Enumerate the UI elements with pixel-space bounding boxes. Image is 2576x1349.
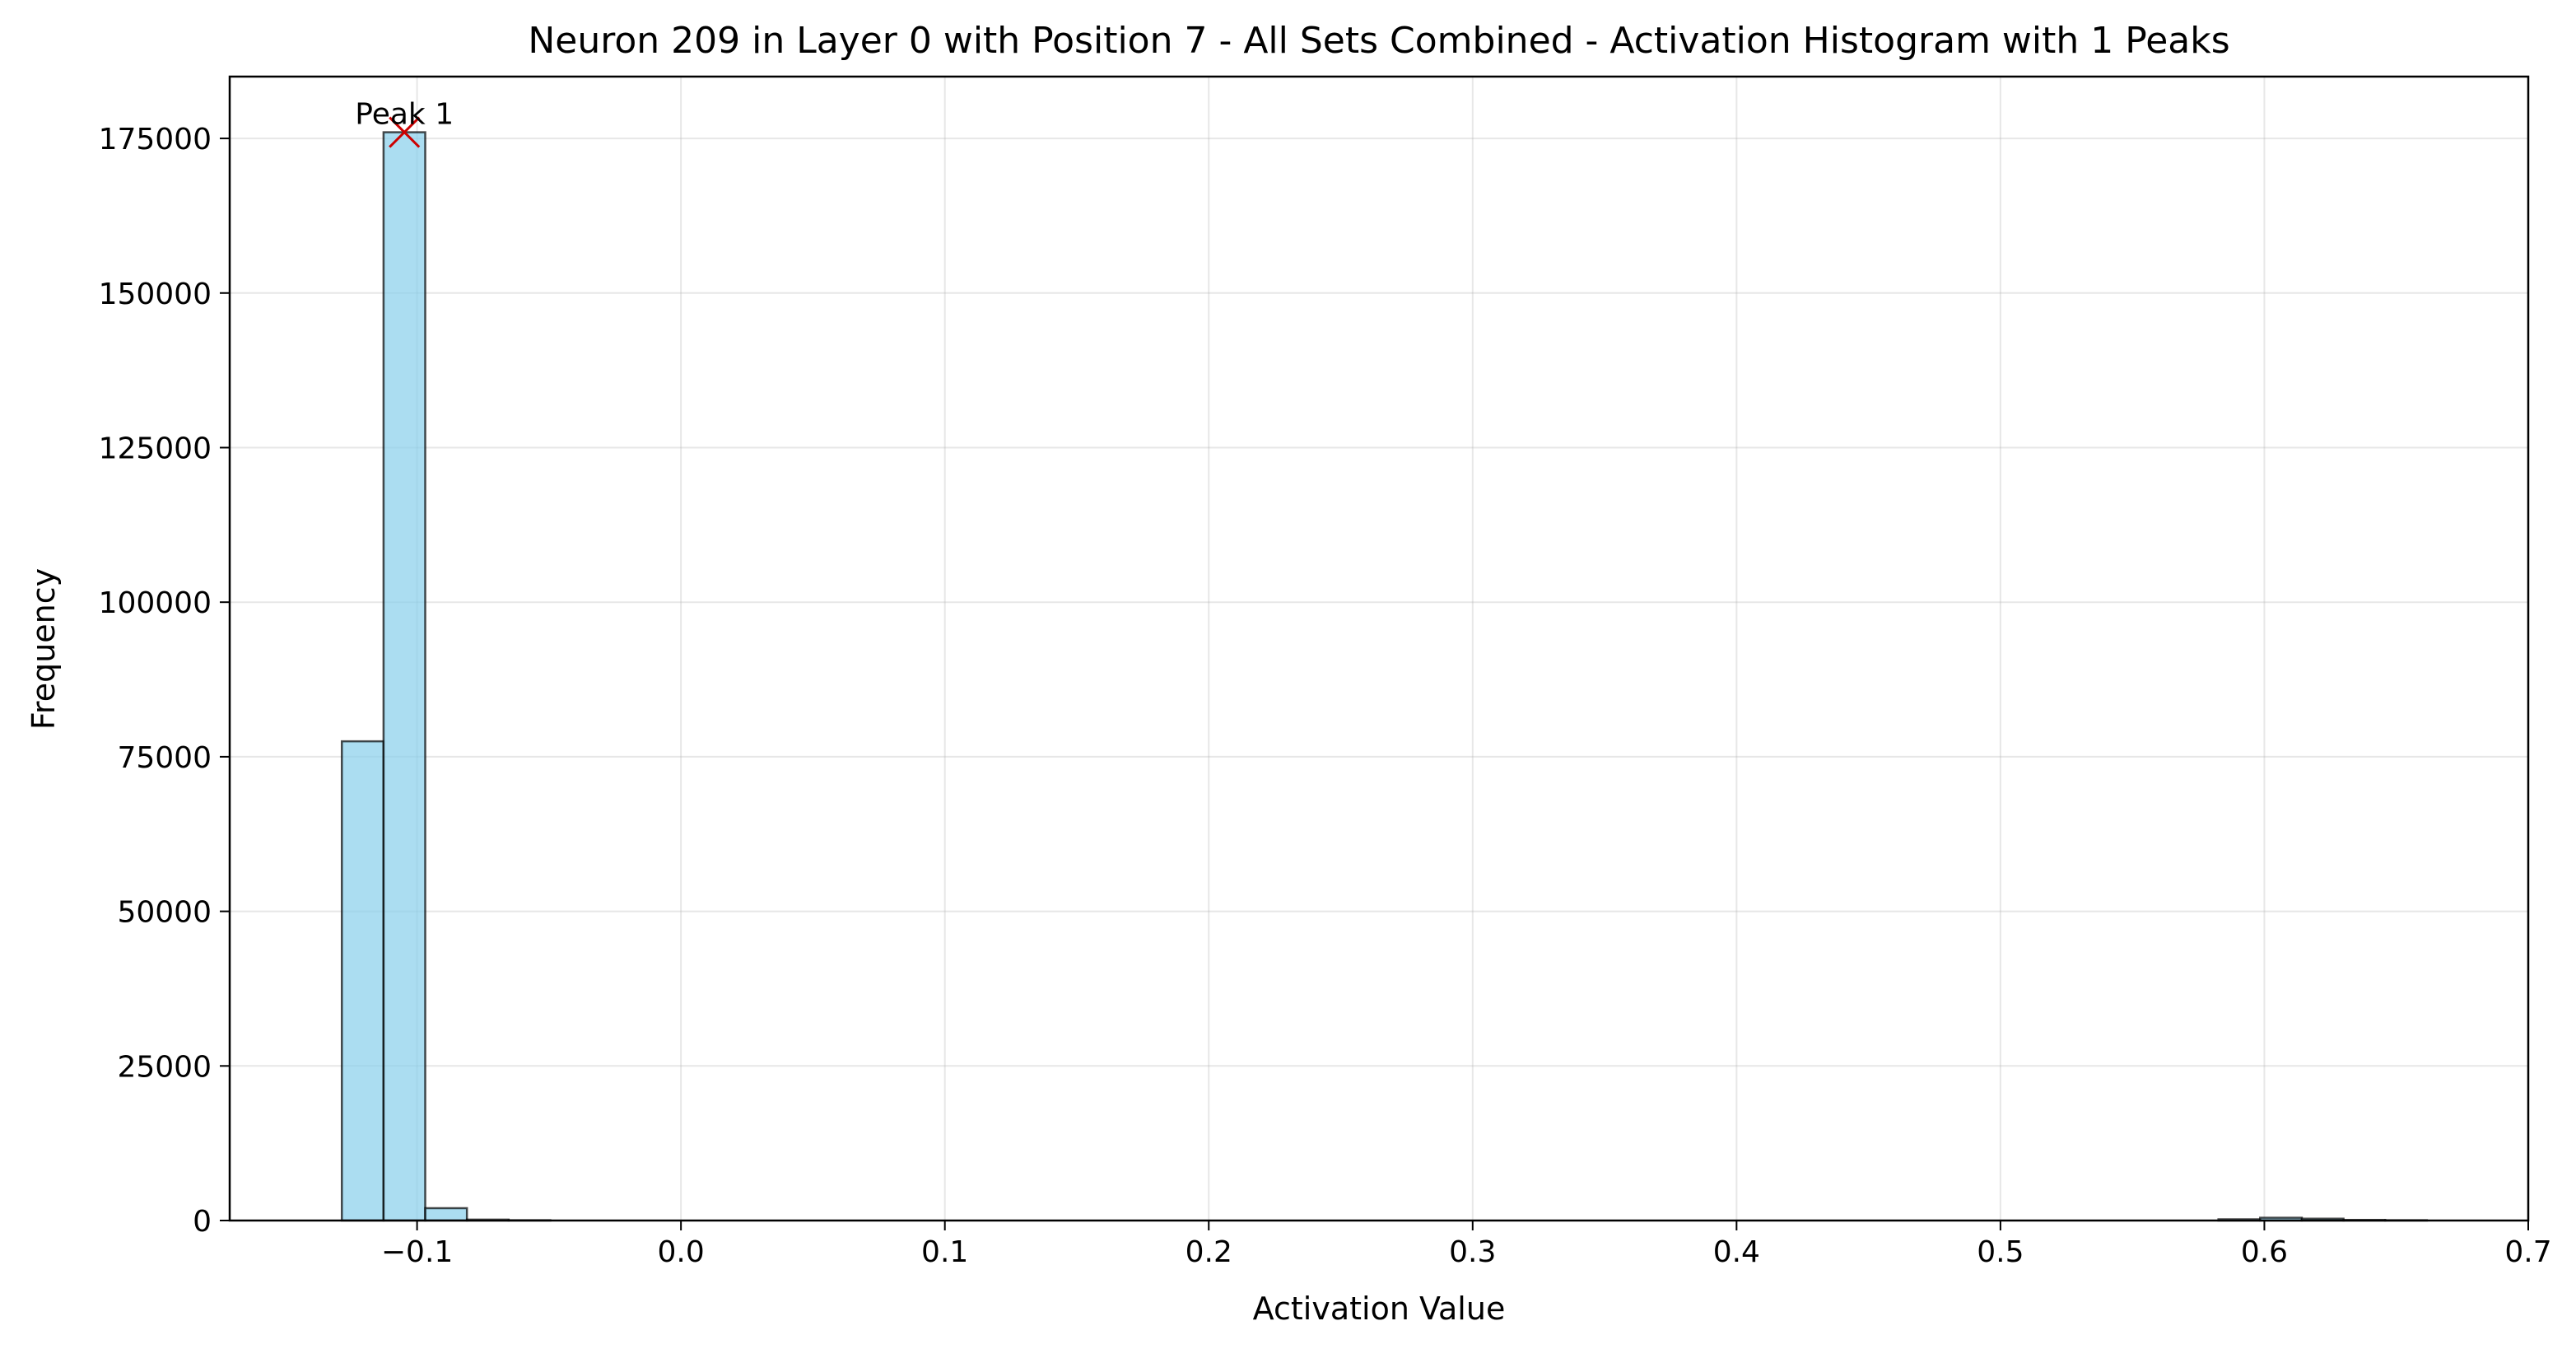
plot-frame xyxy=(228,75,2530,1222)
histogram-bar xyxy=(424,1207,468,1222)
x-tick-label: 0.2 xyxy=(1186,1235,1232,1269)
y-axis-ticks: 0 25000 50000 75000 100000 125000 150000 175000 xyxy=(99,123,230,1239)
x-tick-label: 0.1 xyxy=(921,1235,968,1269)
y-tick-label: 50000 xyxy=(117,896,212,930)
x-tick-label: 0.6 xyxy=(2241,1235,2288,1269)
chart-title: Neuron 209 in Layer 0 with Position 7 - … xyxy=(528,20,2229,62)
x-tick-label: −0.1 xyxy=(381,1235,453,1269)
peak-markers: Peak 1 xyxy=(355,98,454,148)
x-tick-label: 0.7 xyxy=(2504,1235,2551,1269)
peak-marker xyxy=(389,116,421,148)
y-tick-label: 0 xyxy=(193,1205,212,1239)
x-tick-label: 0.3 xyxy=(1449,1235,1496,1269)
y-tick-label: 25000 xyxy=(117,1050,212,1084)
y-tick-label: 125000 xyxy=(99,432,212,465)
peak-label: Peak 1 xyxy=(355,98,454,132)
histogram-bar xyxy=(382,131,426,1222)
y-tick-label: 150000 xyxy=(99,278,212,311)
y-axis-label: Frequency xyxy=(26,568,62,730)
x-tick-label: 0.5 xyxy=(1977,1235,2024,1269)
histogram-bar xyxy=(340,740,385,1222)
x-tick-label: 0.0 xyxy=(658,1235,705,1269)
x-tick-label: 0.4 xyxy=(1713,1235,1760,1269)
y-tick-label: 100000 xyxy=(99,586,212,620)
y-tick-label: 175000 xyxy=(99,123,212,156)
histogram-bars xyxy=(340,131,2429,1222)
x-axis-ticks: −0.1 0.0 0.1 0.2 0.3 0.4 0.5 0.6 0.7 xyxy=(381,1221,2552,1269)
y-tick-label: 75000 xyxy=(117,741,212,775)
grid-lines xyxy=(230,77,2529,1221)
x-axis-label: Activation Value xyxy=(1253,1291,1506,1327)
